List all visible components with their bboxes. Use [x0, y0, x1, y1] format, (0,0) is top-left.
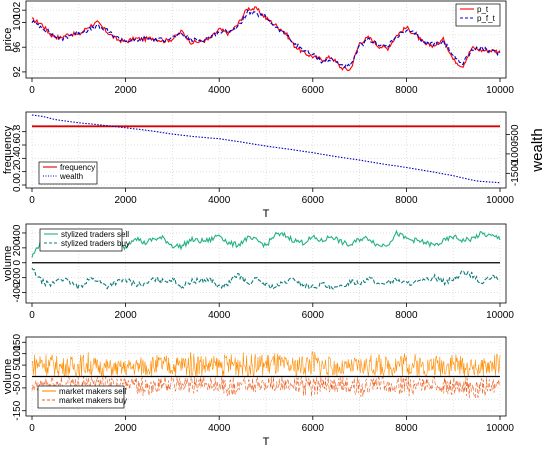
series-line-p-f-t [31, 9, 501, 69]
x-tick-label: 4000 [208, 85, 231, 96]
x-axis-label: T [263, 208, 270, 220]
y-tick-label: 0.4 [12, 151, 23, 165]
y-tick-label: 0.2 [12, 164, 23, 178]
y-tick-label: 0.6 [12, 138, 23, 152]
y2-tick-label: -1000 [510, 141, 521, 167]
panel-frame [25, 223, 507, 304]
y-tick-label: 0 [12, 373, 23, 379]
legend: p_tp_f_t [455, 3, 501, 27]
x-axis-label: T [263, 436, 270, 448]
y2-axis-label: wealth [529, 128, 546, 172]
x-tick-label: 4000 [208, 310, 231, 321]
x-tick-label: 6000 [302, 310, 325, 321]
y-axis-label: volume [2, 359, 14, 394]
x-tick-label: 6000 [302, 85, 325, 96]
y-tick-label: -150 [12, 400, 23, 420]
series-line-stylized-traders-buy [31, 267, 500, 292]
legend-box [39, 228, 123, 252]
y-tick-label: 150 [12, 334, 23, 351]
x-tick-label: 6000 [302, 195, 325, 206]
x-tick-label: 2000 [114, 423, 137, 434]
y-tick-label: 200 [12, 239, 23, 256]
y-tick-label: -200 [12, 267, 23, 287]
series-line-wealth [31, 114, 501, 184]
legend-label: wealth [59, 172, 83, 181]
panel-frame [25, 111, 507, 189]
legend-label: stylized traders sell [61, 230, 129, 239]
x-tick-label: 10000 [486, 310, 514, 321]
panel-1: 0 2000 4000 6000 8000 100000.00.20.40.60.8fre… [2, 111, 546, 220]
y-tick-label: -50 [12, 380, 23, 395]
legend-label: stylized traders buy [61, 239, 130, 248]
x-tick-label: 0 [29, 310, 35, 321]
y-tick-label: 400 [12, 224, 23, 241]
x-tick-label: 10000 [486, 423, 514, 434]
y-tick-label: 92 [12, 66, 23, 78]
y-tick-label: 100 [12, 345, 23, 362]
x-tick-label: 2000 [114, 195, 137, 206]
x-tick-label: 8000 [395, 310, 418, 321]
series-line-market-makers-buy [31, 375, 501, 399]
panel-3: 0 2000 4000 6000 8000 10000-150-50050100150vo… [2, 334, 514, 448]
x-tick-label: 0 [29, 423, 35, 434]
x-tick-label: 2000 [114, 310, 137, 321]
series-line-market-makers-sell [31, 351, 501, 378]
y-tick-label: 0.0 [12, 178, 23, 192]
x-tick-label: 10000 [486, 195, 514, 206]
x-tick-label: 8000 [395, 423, 418, 434]
y-tick-label: 0.8 [12, 124, 23, 138]
y-tick-label: 0 [12, 260, 23, 266]
y-tick-label: -400 [12, 282, 23, 302]
x-tick-label: 8000 [395, 195, 418, 206]
x-tick-label: 4000 [208, 195, 231, 206]
panel-2: 0 2000 4000 6000 8000 10000-400-2000200400vol… [2, 223, 514, 321]
y-tick-label: 50 [12, 359, 23, 371]
legend-label: market makers sell [59, 387, 126, 396]
y-tick-label: 96 [12, 41, 23, 53]
x-tick-label: 2000 [114, 85, 137, 96]
legend-label: frequency [60, 163, 95, 172]
y-tick-label: 100 [12, 14, 23, 31]
legend-label: market makers buy [59, 396, 127, 405]
legend-label: p_f_t [477, 14, 496, 23]
legend-box [37, 385, 125, 409]
grid-lines [31, 115, 501, 186]
y2-tick-label: -1500 [510, 160, 521, 186]
legend-label: p_t [477, 5, 489, 14]
x-tick-label: 4000 [208, 423, 231, 434]
panel-frame [25, 0, 507, 79]
x-tick-label: 10000 [486, 85, 514, 96]
y-tick-label: 102 [12, 1, 23, 18]
y-axis-label: price [2, 28, 14, 52]
x-tick-label: 6000 [302, 423, 325, 434]
y2-tick-label: -500 [510, 124, 521, 144]
x-tick-label: 0 [29, 195, 35, 206]
x-tick-label: 0 [29, 85, 35, 96]
y-axis-label: volume [2, 246, 14, 281]
y-axis-label: frequency [2, 125, 14, 174]
x-tick-label: 8000 [395, 85, 418, 96]
